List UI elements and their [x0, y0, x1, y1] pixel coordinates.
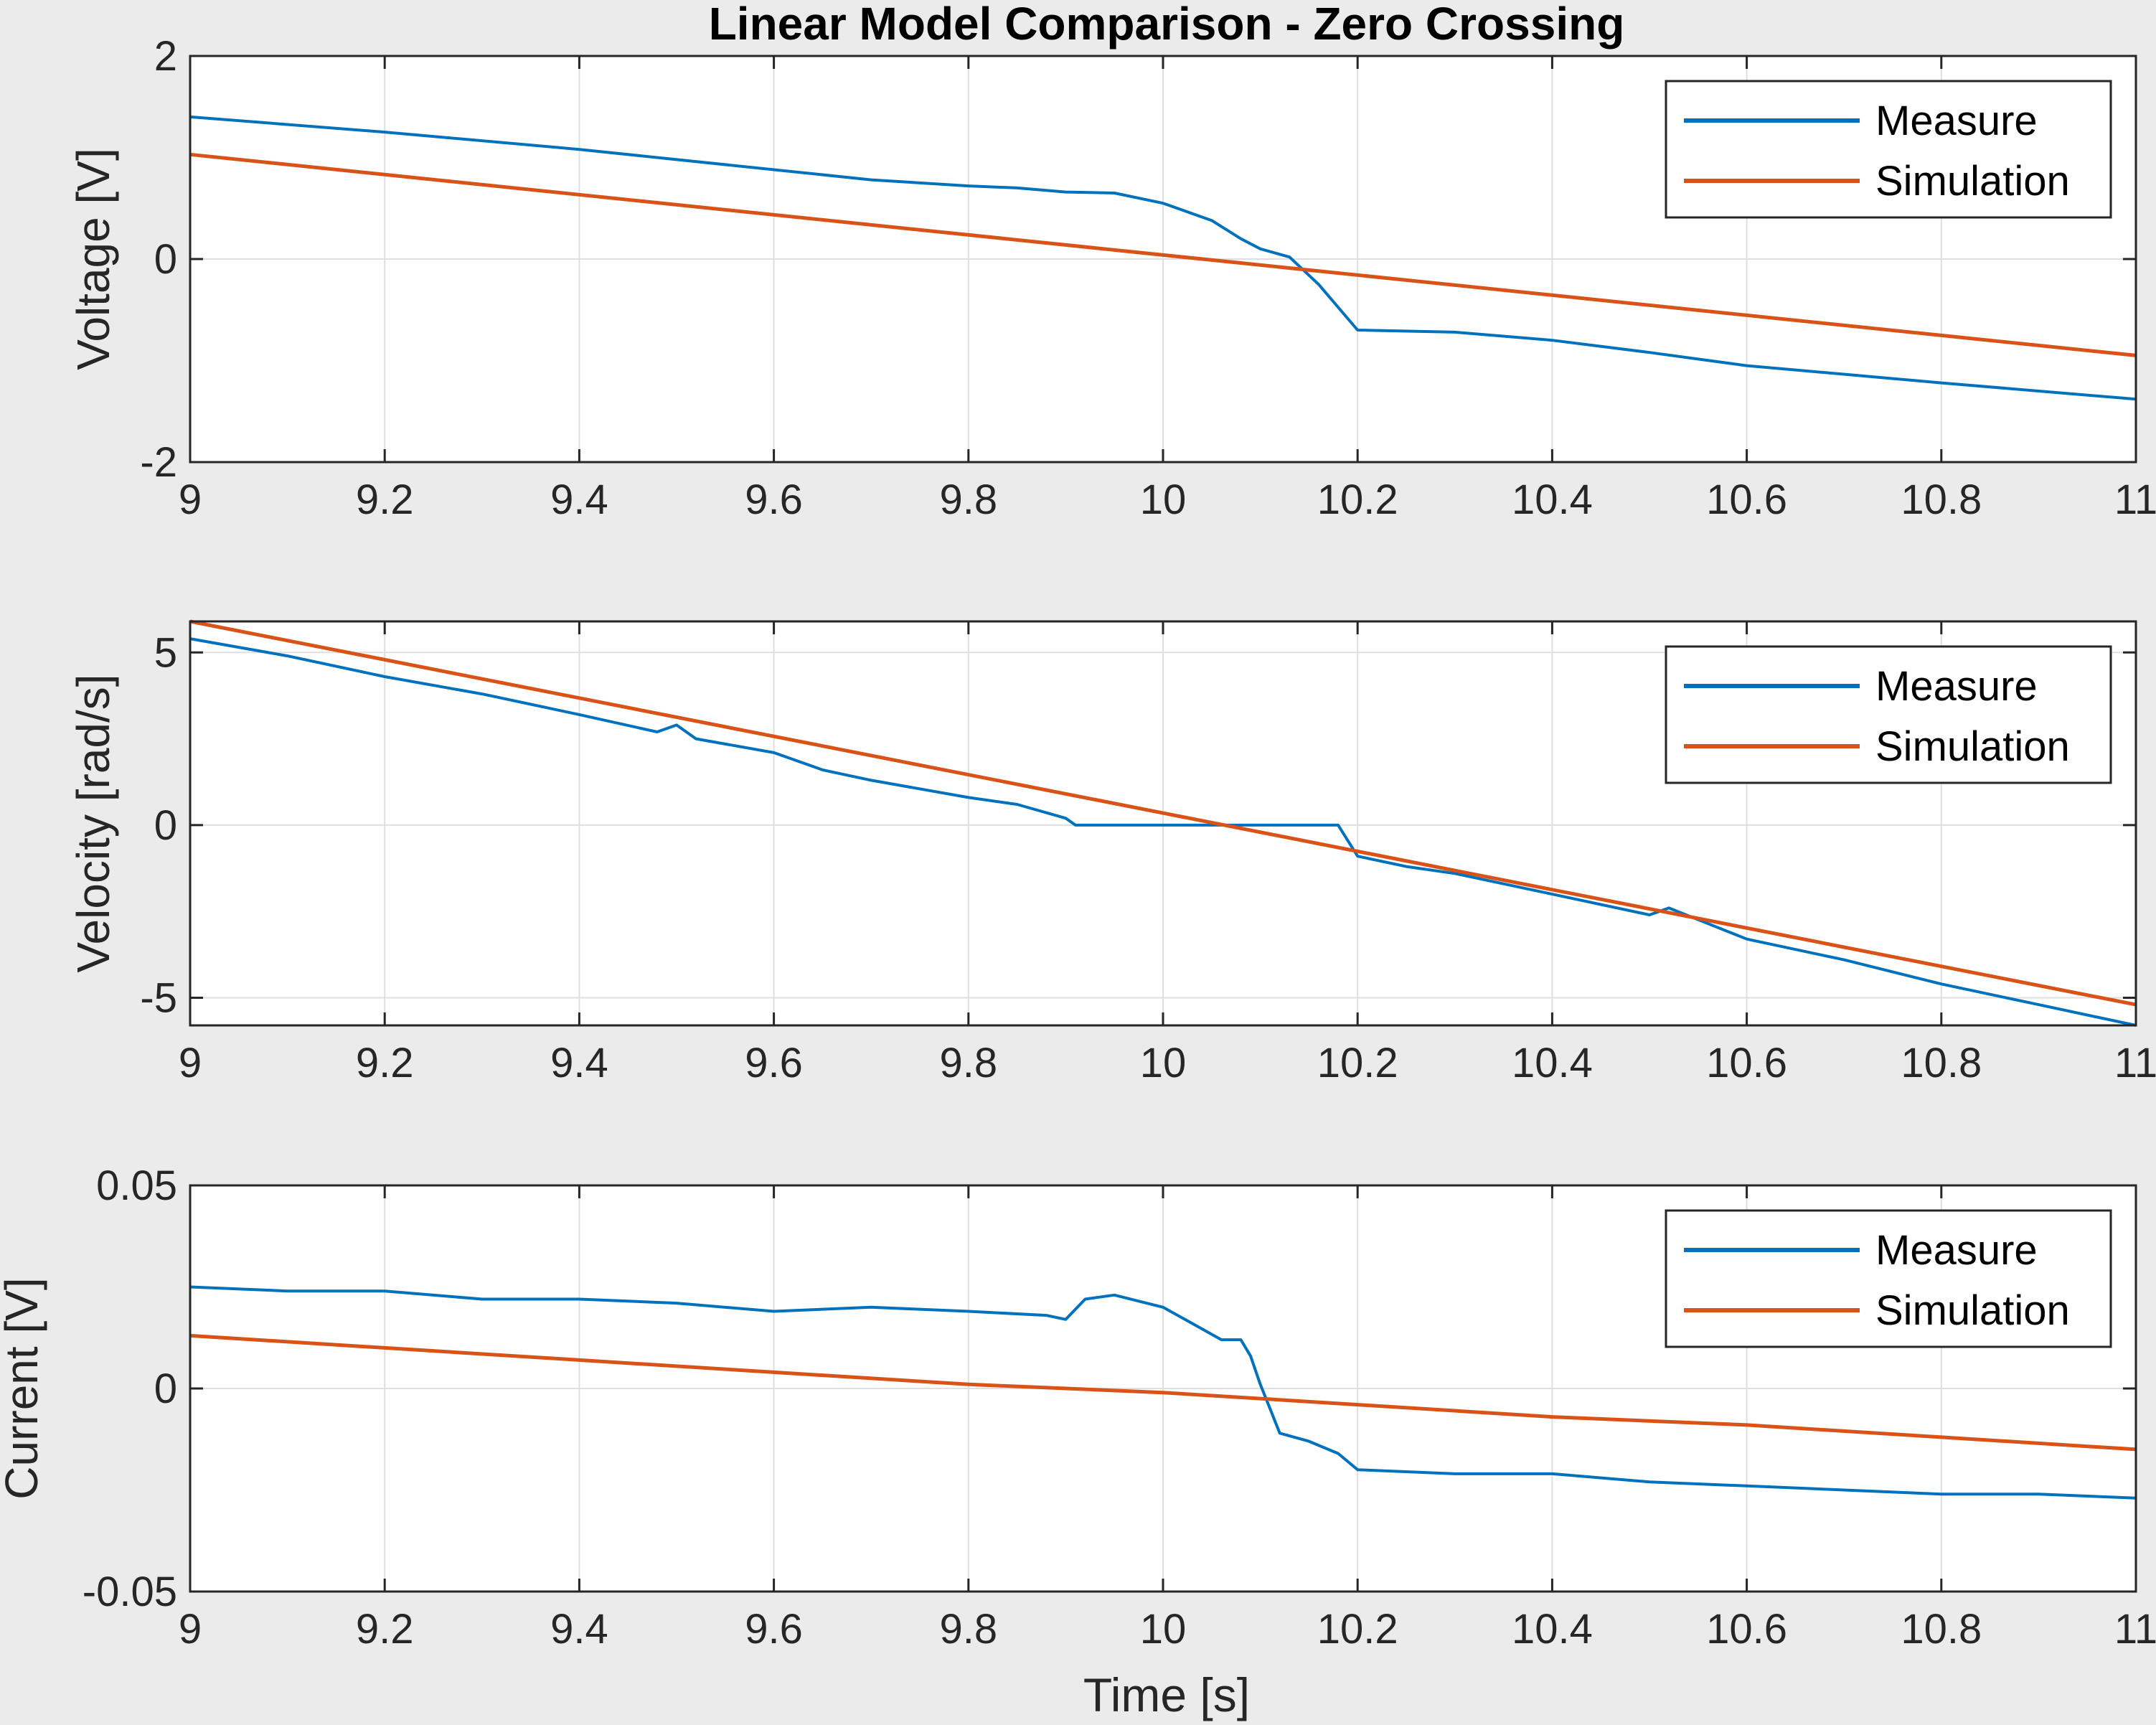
legend-label-simulation: Simulation [1875, 158, 2070, 205]
legend-label-simulation: Simulation [1875, 1287, 2070, 1334]
series-measure-line [189, 115, 2137, 401]
x-tick-label: 10.6 [1706, 1040, 1787, 1086]
x-tick-label: 9.6 [745, 476, 803, 523]
y-tick-label: 0.05 [96, 1162, 177, 1209]
x-tick-label: 10 [1140, 476, 1187, 523]
figure-title: Linear Model Comparison - Zero Crossing [709, 0, 1625, 50]
y-tick-label: 0 [154, 1366, 177, 1412]
series-measure-line [189, 1285, 2137, 1500]
x-tick-label: 10.8 [1901, 1040, 1982, 1086]
x-tick-label: 10.6 [1706, 476, 1787, 523]
x-tick-label: 9.6 [745, 1606, 803, 1653]
x-tick-label: 10 [1140, 1606, 1187, 1653]
x-tick-label: 9.2 [356, 1606, 414, 1653]
x-tick-label: 11 [2114, 1606, 2156, 1653]
series-simulation-line [189, 1333, 2137, 1452]
x-tick-label: 11 [2114, 1040, 2156, 1086]
x-tick-label: 10.4 [1512, 1040, 1593, 1086]
y-tick-label: 5 [154, 629, 177, 676]
subplot-3: 9 9.2 9.4 9.6 9.8 10 10.2 10.4 10.6 10.8 11 -0.05 0 0… [0, 1162, 2156, 1653]
legend: Measure Simulation [1665, 1209, 2112, 1348]
x-tick-label: 10.6 [1706, 1606, 1787, 1653]
y-tick-label: -0.05 [83, 1569, 177, 1615]
y-tick-label: 2 [154, 33, 177, 80]
legend-label-measure: Measure [1875, 663, 2038, 710]
subplot-1: 9 9.2 9.4 9.6 9.8 10 10.2 10.4 10.6 10.8 11 -2 0 2 Vol… [67, 33, 2156, 523]
x-tick-label: 9.6 [745, 1040, 803, 1086]
legend-label-simulation: Simulation [1875, 723, 2070, 770]
x-tick-label: 10.4 [1512, 476, 1593, 523]
y-axis-label: Current [V] [0, 1277, 47, 1499]
x-tick-label: 9.2 [356, 476, 414, 523]
x-tick-label: 11 [2114, 476, 2156, 523]
y-axis-label: Voltage [V] [67, 148, 119, 370]
y-tick-label: -5 [140, 975, 177, 1022]
x-tick-label: 9.8 [939, 1606, 997, 1653]
subplot-2: 9 9.2 9.4 9.6 9.8 10 10.2 10.4 10.6 10.8 11 -5 0 5 Vel… [67, 619, 2156, 1086]
y-tick-label: -2 [140, 439, 177, 486]
legend-label-measure: Measure [1875, 1227, 2038, 1274]
legend-label-measure: Measure [1875, 98, 2038, 144]
legend: Measure Simulation [1665, 80, 2112, 219]
legend-box [1665, 645, 2112, 784]
x-tick-label: 9.2 [356, 1040, 414, 1086]
x-tick-label: 10.8 [1901, 1606, 1982, 1653]
legend-box [1665, 80, 2112, 219]
x-tick-label: 10 [1140, 1040, 1187, 1086]
x-tick-label: 10.8 [1901, 476, 1982, 523]
y-tick-label: 0 [154, 802, 177, 849]
x-tick-label: 10.2 [1317, 1040, 1398, 1086]
series-measure-line [189, 637, 2137, 1027]
x-tick-label: 10.2 [1317, 1606, 1398, 1653]
x-tick-label: 10.2 [1317, 476, 1398, 523]
legend: Measure Simulation [1665, 645, 2112, 784]
x-tick-label: 9.4 [550, 476, 608, 523]
x-tick-label: 9.4 [550, 1040, 608, 1086]
series-simulation-line [189, 619, 2137, 1007]
axes-layer: 9 9.2 9.4 9.6 9.8 10 10.2 10.4 10.6 10.8 11 -2 0 2 Vol… [0, 33, 2156, 1653]
x-tick-label: 9.4 [550, 1606, 608, 1653]
x-tick-label: 9 [179, 1606, 202, 1653]
legend-box [1665, 1209, 2112, 1348]
x-tick-label: 10.4 [1512, 1606, 1593, 1653]
y-tick-label: 0 [154, 236, 177, 283]
x-tick-label: 9 [179, 476, 202, 523]
x-axis-label: Time [s] [1083, 1668, 1250, 1721]
x-tick-label: 9.8 [939, 476, 997, 523]
series-simulation-line [189, 152, 2137, 357]
x-tick-label: 9.8 [939, 1040, 997, 1086]
y-axis-label: Velocity [rad/s] [67, 674, 119, 972]
x-tick-label: 9 [179, 1040, 202, 1086]
